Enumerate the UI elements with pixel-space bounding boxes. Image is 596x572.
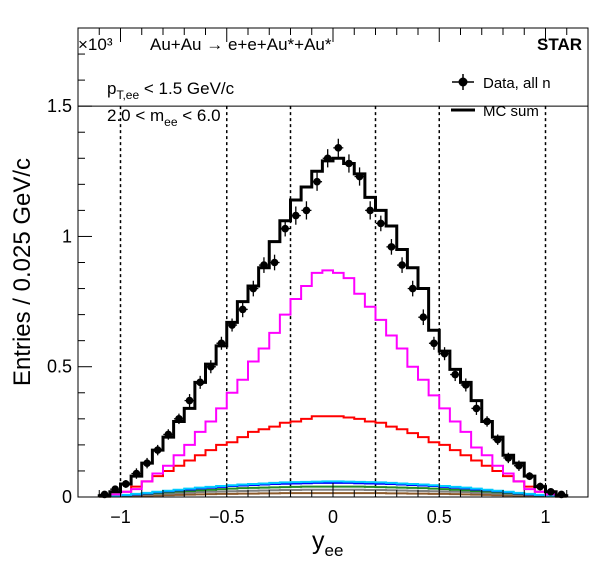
data-point bbox=[292, 211, 300, 220]
data-point bbox=[238, 305, 247, 314]
legend-mc-label: MC sum bbox=[483, 103, 539, 120]
x-axis-label: yee bbox=[312, 527, 343, 560]
cut-pt-var: p bbox=[107, 79, 116, 98]
y-tick-label: 0.5 bbox=[47, 357, 72, 377]
data-point bbox=[504, 454, 513, 462]
data-point bbox=[398, 261, 406, 269]
x-tick-label: −0.5 bbox=[209, 507, 245, 527]
cut-mass-pre: 2.0 < m bbox=[107, 106, 164, 125]
data-point bbox=[313, 177, 321, 186]
data-point bbox=[355, 172, 364, 181]
y-tick-label: 1 bbox=[62, 226, 72, 246]
histogram-component-2 bbox=[98, 415, 568, 498]
data-point bbox=[377, 219, 385, 228]
data-point bbox=[536, 482, 544, 491]
data-point bbox=[334, 144, 343, 152]
legend-data-marker bbox=[458, 77, 468, 87]
data-point bbox=[217, 339, 226, 348]
data-point bbox=[143, 459, 151, 467]
cut-mass-sub: ee bbox=[164, 115, 178, 129]
cut-pt-text: < 1.5 GeV/c bbox=[139, 79, 234, 98]
data-point bbox=[281, 224, 289, 233]
data-point bbox=[132, 469, 141, 478]
data-point bbox=[451, 370, 459, 379]
x-tick-label: −1 bbox=[110, 507, 131, 527]
y-axis-ticks: 0 0.5 1 1.5 bbox=[47, 27, 92, 507]
cut-label-mass: 2.0 < mee < 6.0 bbox=[107, 106, 221, 129]
data-point bbox=[260, 261, 268, 269]
x-tick-label: 0.5 bbox=[427, 507, 452, 527]
data-point bbox=[122, 480, 130, 488]
x-axis-ticks: −1 −0.5 0 0.5 1 bbox=[77, 28, 589, 527]
data-point bbox=[345, 159, 353, 168]
cut-label-pt: pT,ee < 1.5 GeV/c bbox=[107, 79, 235, 102]
data-point bbox=[175, 415, 183, 423]
data-point bbox=[483, 417, 491, 426]
data-point bbox=[111, 485, 119, 493]
data-point bbox=[207, 362, 215, 371]
data-point bbox=[323, 154, 332, 163]
x-tick-label: 0 bbox=[328, 507, 338, 527]
data-point bbox=[387, 243, 396, 251]
data-point bbox=[525, 472, 534, 480]
data-point bbox=[100, 490, 109, 499]
data-point bbox=[408, 284, 417, 293]
histogram-mc-sum bbox=[97, 156, 569, 498]
data-point bbox=[366, 206, 374, 215]
data-point bbox=[430, 339, 438, 348]
histogram-component-1 bbox=[98, 269, 568, 498]
data-point bbox=[185, 396, 194, 405]
data-point bbox=[302, 206, 311, 215]
y-tick-label: 1.5 bbox=[47, 96, 72, 116]
data-point bbox=[557, 490, 566, 499]
x-axis-label-main: y bbox=[312, 527, 325, 555]
data-point bbox=[547, 487, 555, 496]
data-point bbox=[440, 349, 449, 358]
x-axis-label-sub: ee bbox=[325, 541, 344, 560]
cut-line-group bbox=[119, 106, 547, 497]
cut-pt-sub: T,ee bbox=[116, 88, 139, 102]
data-point bbox=[249, 284, 258, 293]
data-point bbox=[228, 321, 236, 329]
data-point bbox=[515, 461, 523, 470]
experiment-label: STAR bbox=[537, 35, 582, 54]
data-point bbox=[493, 435, 502, 444]
cut-mass-post: < 6.0 bbox=[178, 106, 221, 125]
data-point bbox=[196, 378, 204, 387]
data-point bbox=[164, 430, 173, 439]
histogram-component-3 bbox=[98, 480, 568, 498]
data-point bbox=[462, 381, 470, 389]
scale-exponent: ×10³ bbox=[78, 35, 113, 54]
y-tick-label: 0 bbox=[62, 487, 72, 507]
data-point bbox=[472, 404, 481, 413]
data-points-group bbox=[99, 138, 567, 499]
data-point bbox=[153, 446, 162, 454]
legend-data-label: Data, all n bbox=[483, 75, 551, 92]
y-axis-label: Entries / 0.025 GeV/c bbox=[9, 158, 36, 386]
x-tick-label: 1 bbox=[540, 507, 550, 527]
data-point bbox=[419, 313, 428, 322]
chart-title: Au+Au → e+e+Au*+Au* bbox=[150, 35, 332, 54]
legend: Data, all n MC sum bbox=[451, 74, 551, 120]
data-point bbox=[270, 258, 279, 267]
